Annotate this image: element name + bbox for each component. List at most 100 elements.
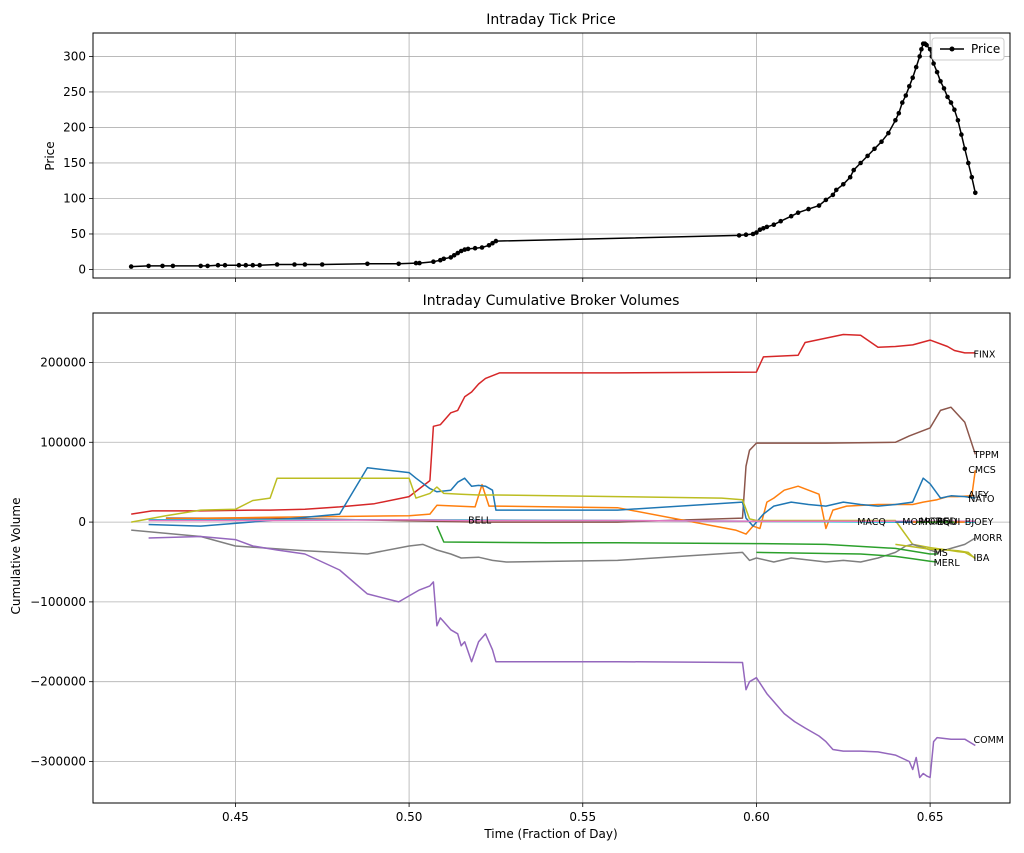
price-point [907, 84, 912, 89]
price-point [841, 182, 846, 187]
volume-line-ms [436, 525, 938, 555]
price-axis-ticks: 0 50 100 150 200 250 300 [63, 49, 931, 282]
legend-price-marker [949, 46, 955, 52]
y-tick-label: −100000 [30, 595, 86, 609]
line-label-equi: EQUI [937, 517, 960, 528]
volume-line-merl [756, 551, 938, 563]
line-label-ms: MS [934, 548, 948, 559]
volume-chart-title: Intraday Cumulative Broker Volumes [423, 293, 680, 309]
x-tick-label: 0.45 [222, 810, 249, 824]
price-point [913, 64, 919, 70]
price-point [851, 167, 856, 173]
price-point [396, 261, 402, 267]
price-point [806, 206, 811, 212]
price-point [934, 69, 940, 75]
volume-line-comm [148, 535, 976, 779]
price-point [754, 230, 759, 235]
line-label-tppm: TPPM [973, 450, 999, 461]
line-label-nato: NATO [968, 494, 994, 505]
line-label-cmcs: CMCS [968, 465, 996, 476]
line-label-macq: MACQ [857, 517, 886, 528]
price-point [170, 263, 176, 269]
price-point [927, 47, 933, 52]
price-point [493, 238, 499, 244]
price-point [952, 107, 957, 112]
price-point [438, 257, 443, 263]
price-point [834, 187, 839, 193]
volume-line-morr [131, 529, 976, 563]
price-point [472, 245, 478, 251]
line-label-aify: AIFY [968, 490, 989, 501]
price-grid [93, 33, 1010, 278]
volume-plot-frame [92, 312, 1011, 804]
price-point [788, 213, 794, 219]
price-point [319, 262, 325, 267]
volume-line-cmcs [165, 470, 977, 535]
price-point [146, 263, 151, 269]
price-point [816, 203, 822, 208]
line-label-bell: BELL [468, 516, 492, 527]
line-label-iba: IBA [974, 553, 990, 564]
price-point [236, 262, 242, 268]
price-point [743, 232, 749, 237]
line-label-cred: CRED [930, 516, 957, 527]
line-label-morr: MORR [974, 533, 1003, 544]
volume-line-bell [148, 518, 976, 523]
price-point [215, 262, 221, 268]
price-point [896, 110, 902, 116]
y-tick-label: 0 [78, 262, 86, 276]
price-point [222, 262, 228, 268]
price-point [969, 174, 975, 180]
price-point [966, 160, 971, 166]
price-point [160, 263, 165, 269]
price-point [413, 260, 419, 266]
price-point [465, 246, 471, 252]
price-point [243, 262, 249, 268]
price-point [764, 224, 770, 230]
price-chart-title: Intraday Tick Price [486, 12, 615, 28]
volume-line-tppm [165, 406, 977, 523]
price-point [761, 226, 766, 231]
price-point [441, 256, 447, 262]
y-tick-label: 250 [63, 85, 86, 99]
price-point [274, 262, 280, 267]
price-series-group [128, 41, 978, 269]
price-point [941, 86, 947, 91]
price-point [847, 174, 853, 180]
price-point [736, 233, 742, 238]
volume-line-finx [131, 333, 976, 515]
price-point [455, 250, 461, 256]
price-point [917, 54, 922, 59]
price-point [490, 240, 495, 246]
price-point [973, 190, 978, 196]
line-label-bjoey: BJOEY [965, 517, 994, 528]
price-point [872, 146, 877, 152]
y-tick-label: 150 [63, 156, 86, 170]
price-point [458, 248, 464, 254]
price-y-axis-label: Price [43, 141, 57, 170]
volume-grid [93, 313, 1010, 803]
volume-y-axis-label: Cumulative Volume [9, 498, 23, 615]
volume-axis-ticks: 0.45 0.50 0.55 0.60 0.65 200000 100000 0 −100000… [30, 355, 943, 824]
y-tick-label: 50 [71, 227, 86, 241]
price-point [948, 100, 954, 105]
price-point [879, 139, 884, 144]
price-point [858, 160, 863, 166]
price-point [198, 263, 203, 269]
price-point [910, 75, 915, 80]
price-point [924, 42, 929, 48]
y-tick-label: 0 [78, 515, 86, 529]
volume-subplot: Intraday Cumulative Broker Volumes Cumul… [9, 293, 1011, 841]
price-point [302, 262, 308, 267]
volume-line-aify [131, 477, 976, 559]
price-point [417, 260, 422, 266]
price-point [451, 253, 457, 258]
price-point [893, 118, 898, 123]
price-point [128, 264, 134, 269]
price-point [257, 262, 263, 268]
price-point [830, 192, 836, 198]
price-point [886, 130, 891, 136]
y-tick-label: 100 [63, 191, 86, 205]
price-point [865, 153, 870, 159]
